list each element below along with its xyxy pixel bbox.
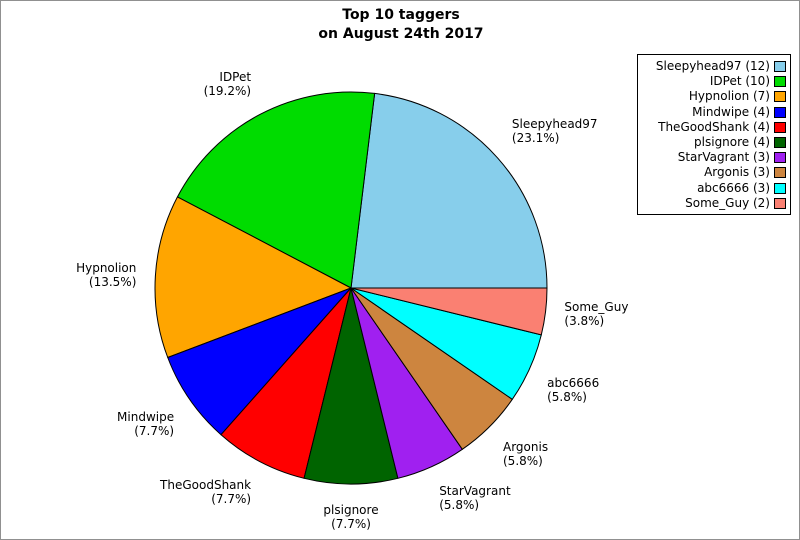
slice-label-hypnolion: Hypnolion (13.5%)	[76, 261, 136, 289]
slice-label-percent: (13.5%)	[88, 275, 137, 289]
slice-label-name: abc6666	[547, 376, 600, 391]
pie-slice-thegoodshank	[220, 287, 352, 479]
slice-label-name: StarVagrant	[439, 484, 511, 499]
slice-label-percent: (23.1%)	[511, 131, 560, 146]
pie-slice-some_guy	[350, 287, 548, 336]
pie-slice-plsignore	[303, 287, 399, 485]
legend-item-label: Mindwipe (4)	[692, 104, 770, 119]
legend-item-argonis: Argonis (3)	[642, 165, 786, 180]
slice-label-idpet: IDPet (19.2%)	[204, 70, 251, 98]
slice-label-percent: (5.8%)	[439, 498, 480, 513]
legend-item-mindwipe: Mindwipe (4)	[642, 105, 786, 120]
pie-slice-sleepyhead97	[350, 92, 548, 289]
legend-item-plsignore: plsignore (4)	[642, 135, 786, 150]
slice-label-name: Argonis	[503, 440, 549, 454]
slice-label-starvagrant: StarVagrant (5.8%)	[439, 484, 510, 512]
legend-item-label: Some_Guy (2)	[685, 195, 770, 210]
slice-label-name: Sleepyhead97	[511, 117, 598, 132]
chart-title: Top 10 taggers on August 24th 2017	[1, 6, 799, 44]
chart-title-line1: Top 10 taggers	[342, 7, 460, 23]
slice-label-mindwipe: Mindwipe (7.7%)	[117, 410, 174, 438]
legend-swatch-argonis	[774, 167, 786, 179]
legend-item-hypnolion: Hypnolion (7)	[642, 89, 786, 104]
legend-item-thegoodshank: TheGoodShank (4)	[642, 120, 786, 135]
slice-label-percent: (3.8%)	[564, 313, 605, 328]
legend-item-some_guy: Some_Guy (2)	[642, 196, 786, 211]
legend-swatch-hypnolion	[774, 91, 786, 103]
pie-slice-mindwipe	[167, 287, 352, 436]
slice-label-name: Mindwipe	[117, 410, 175, 425]
legend-item-idpet: IDPet (10)	[642, 74, 786, 89]
legend-item-label: Sleepyhead97 (12)	[655, 59, 770, 74]
slice-label-sleepyhead97: Sleepyhead97 (23.1%)	[512, 117, 598, 145]
slice-label-name: Some_Guy	[564, 299, 629, 314]
chart-title-line2: on August 24th 2017	[318, 26, 484, 42]
slice-label-abc6666: abc6666 (5.8%)	[547, 376, 599, 404]
legend-item-abc6666: abc6666 (3)	[642, 181, 786, 196]
legend-swatch-idpet	[774, 76, 786, 88]
slice-label-percent: (19.2%)	[203, 83, 252, 98]
legend: Sleepyhead97 (12) IDPet (10) Hypnolion (7)…	[637, 54, 791, 215]
slice-label-some_guy: Some_Guy (3.8%)	[564, 300, 628, 328]
legend-swatch-sleepyhead97	[774, 61, 786, 73]
legend-swatch-abc6666	[774, 182, 786, 194]
legend-swatch-mindwipe	[774, 106, 786, 118]
slice-label-percent: (7.7%)	[211, 492, 252, 507]
slice-label-name: IDPet	[219, 69, 252, 84]
legend-item-label: IDPet (10)	[709, 74, 770, 89]
legend-item-label: StarVagrant (3)	[677, 150, 770, 165]
slice-label-name: plsignore	[323, 503, 379, 517]
slice-label-name: TheGoodShank	[160, 478, 252, 493]
legend-item-label: Hypnolion (7)	[688, 89, 770, 104]
pie-slice-idpet	[176, 91, 376, 289]
legend-item-starvagrant: StarVagrant (3)	[642, 150, 786, 165]
slice-label-argonis: Argonis (5.8%)	[503, 440, 548, 468]
legend-swatch-thegoodshank	[774, 121, 786, 133]
slice-label-thegoodshank: TheGoodShank (7.7%)	[160, 478, 251, 506]
legend-item-label: TheGoodShank (4)	[658, 119, 770, 134]
legend-swatch-some_guy	[774, 197, 786, 209]
legend-item-sleepyhead97: Sleepyhead97 (12)	[642, 59, 786, 74]
legend-swatch-starvagrant	[774, 152, 786, 164]
pie-slice-hypnolion	[154, 196, 352, 358]
legend-swatch-plsignore	[774, 137, 786, 149]
slice-label-percent: (5.8%)	[503, 454, 543, 468]
legend-item-label: abc6666 (3)	[697, 180, 770, 195]
slice-label-percent: (7.7%)	[134, 424, 175, 439]
slice-label-percent: (7.7%)	[331, 517, 371, 531]
slice-label-name: Hypnolion	[76, 261, 137, 275]
legend-item-label: plsignore (4)	[694, 135, 770, 150]
legend-item-label: Argonis (3)	[704, 165, 770, 180]
slice-label-percent: (5.8%)	[547, 390, 587, 405]
slice-label-plsignore: plsignore (7.7%)	[323, 503, 378, 531]
